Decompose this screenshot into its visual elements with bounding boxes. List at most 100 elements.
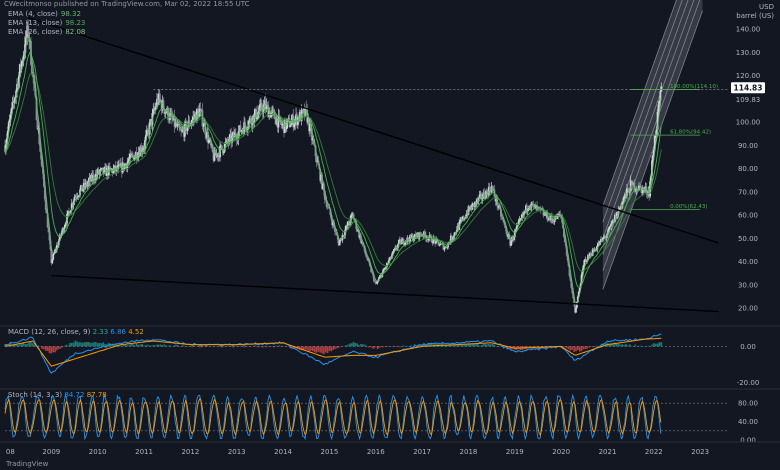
candle-body xyxy=(156,98,158,107)
candle-body xyxy=(152,109,155,114)
candle-body xyxy=(617,209,620,214)
candle-body xyxy=(620,206,623,208)
regression-channel-line xyxy=(602,0,683,223)
macd-histogram-bar xyxy=(445,345,448,347)
candle-body xyxy=(61,228,64,233)
candle-body xyxy=(329,208,332,215)
price-tick-label: 120.00 xyxy=(736,72,761,80)
candle-body xyxy=(347,221,349,227)
candle-body xyxy=(202,126,205,127)
candle-body xyxy=(11,101,14,109)
candle-body xyxy=(326,206,329,208)
macd-histogram-bar xyxy=(4,344,6,347)
price-tick-label: 130.00 xyxy=(736,49,761,57)
macd-histogram-bar xyxy=(72,342,75,347)
macd-histogram-bar xyxy=(410,345,412,347)
candle-body xyxy=(71,203,74,206)
macd-histogram-bar xyxy=(154,345,156,347)
candle-body xyxy=(62,228,65,232)
candle-body xyxy=(215,153,218,156)
upper-trendline xyxy=(27,16,719,244)
candle-body xyxy=(480,194,483,200)
macd-histogram-bar xyxy=(367,346,370,348)
macd-histogram-bar xyxy=(56,346,58,351)
candle-body xyxy=(4,145,6,152)
time-tick-label: 2011 xyxy=(135,448,153,456)
macd-histogram-bar xyxy=(172,345,175,347)
candle-body xyxy=(335,232,338,236)
stoch-legend-v1: 84.72 xyxy=(64,391,85,399)
candle-body xyxy=(460,219,462,221)
time-tick-label: 2015 xyxy=(321,448,339,456)
candle-body xyxy=(39,144,42,152)
macd-histogram-bar xyxy=(376,346,379,350)
candle-body xyxy=(232,132,234,136)
candle-body xyxy=(431,241,434,244)
time-tick-label: 2023 xyxy=(691,448,709,456)
candle-body xyxy=(609,226,612,227)
macd-histogram-bar xyxy=(95,342,97,347)
candle-body xyxy=(9,114,12,120)
macd-histogram-bar xyxy=(526,346,529,348)
candle-body xyxy=(5,138,8,145)
candle-body xyxy=(576,302,578,308)
candle-body xyxy=(80,185,82,190)
macd-histogram-bar xyxy=(43,346,45,350)
candle-body xyxy=(186,126,189,131)
ema-4-line xyxy=(4,35,662,306)
candle-body xyxy=(558,213,561,216)
candle-body xyxy=(373,281,376,282)
candle-body xyxy=(322,183,324,189)
macd-histogram-bar xyxy=(139,344,142,347)
candle-body xyxy=(363,245,366,252)
macd-histogram-bar xyxy=(98,342,101,347)
regression-channel-line xyxy=(602,0,689,239)
fib-level-label: 61.80%(94.42) xyxy=(670,130,711,136)
macd-histogram-bar xyxy=(143,345,145,347)
candle-body xyxy=(563,228,565,238)
price-tick-label: 40.00 xyxy=(738,258,758,266)
candle-body xyxy=(19,64,22,70)
candle-body xyxy=(488,186,491,191)
candle-body xyxy=(330,214,333,220)
macd-histogram-bar xyxy=(402,345,405,347)
candle-body xyxy=(395,247,398,249)
legend-ema-13[interactable]: EMA (13, close) 98.23 xyxy=(8,19,85,27)
macd-histogram-bar xyxy=(291,346,294,349)
candle-body xyxy=(423,231,426,235)
price-tick-label: 70.00 xyxy=(738,188,758,196)
stoch-legend-v2: 87.78 xyxy=(86,391,107,399)
macd-histogram-bar xyxy=(150,345,153,347)
legend-ema-4[interactable]: EMA (4, close) 98.32 xyxy=(8,10,81,18)
candle-body xyxy=(299,111,302,121)
candle-body xyxy=(640,187,643,194)
lower-trendline xyxy=(51,274,719,313)
macd-histogram-bar xyxy=(74,340,77,347)
macd-histogram-bar xyxy=(232,346,234,348)
macd-histogram-bar xyxy=(356,343,359,347)
candle-body xyxy=(540,209,543,211)
candle-body xyxy=(419,232,422,235)
price-axis: 20.00 30.00 40.00 50.00 60.00 70.00 80.00 90.00… xyxy=(731,26,765,313)
macd-histogram-bar xyxy=(580,346,583,352)
candle-body xyxy=(21,60,24,62)
candle-body xyxy=(26,25,29,39)
legend-ema-26[interactable]: EMA (26, close) 82.08 xyxy=(8,28,85,36)
stoch-legend[interactable]: Stoch (14, 3, 3) 84.72 87.78 xyxy=(8,391,107,399)
ema-lines xyxy=(4,35,662,306)
candle-body xyxy=(287,118,290,120)
macd-histogram-bar xyxy=(573,346,575,352)
candle-body xyxy=(360,242,363,243)
macd-histogram-bar xyxy=(104,343,106,347)
candle-body xyxy=(334,227,336,232)
candle-body xyxy=(442,243,445,250)
candle-body xyxy=(103,167,106,174)
macd-histogram-bar xyxy=(145,345,147,347)
macd-legend-v3: 4.52 xyxy=(128,328,144,336)
candle-body xyxy=(160,102,163,111)
candle-body xyxy=(454,232,457,233)
candle-body xyxy=(122,162,125,170)
candle-body xyxy=(483,192,486,198)
macd-legend[interactable]: MACD (12, 26, close, 9) 2.33 6.86 4.52 xyxy=(8,328,144,336)
